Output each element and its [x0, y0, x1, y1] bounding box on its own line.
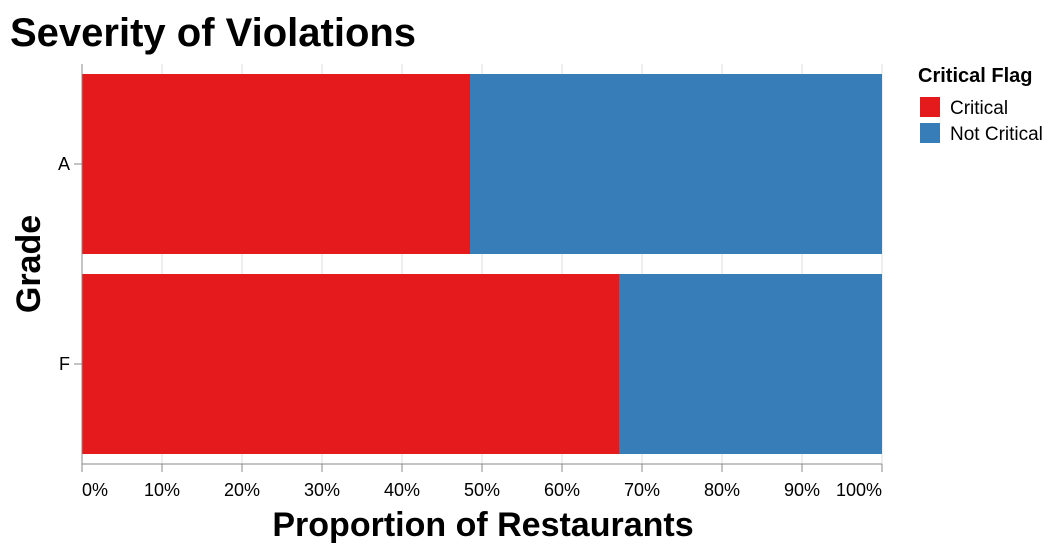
- legend-swatch-not-critical: [920, 123, 940, 143]
- x-tick-label: 40%: [384, 480, 420, 500]
- x-tick-label: 60%: [544, 480, 580, 500]
- x-tick-label: 100%: [836, 480, 882, 500]
- bars: [82, 74, 882, 454]
- x-axis-title: Proportion of Restaurants: [272, 506, 693, 544]
- legend-swatch-critical: [920, 97, 940, 117]
- x-tick-label: 90%: [784, 480, 820, 500]
- x-tick-label: 10%: [144, 480, 180, 500]
- x-tick-label: 50%: [464, 480, 500, 500]
- x-tick-label: 20%: [224, 480, 260, 500]
- legend-label-not-critical: Not Critical: [950, 124, 1043, 145]
- legend-label-critical: Critical: [950, 98, 1008, 119]
- x-tick-label: 80%: [704, 480, 740, 500]
- y-tick-label: F: [59, 354, 70, 374]
- y-tick-label: A: [58, 154, 70, 174]
- legend-title: Critical Flag: [918, 65, 1032, 87]
- legend: Critical Flag Critical Not Critical: [918, 65, 1043, 145]
- x-tick-label: 30%: [304, 480, 340, 500]
- axes: A F 0% 10% 20% 30% 40% 50% 60% 70% 80% 90% 100%: [58, 64, 883, 500]
- x-tick-label: 70%: [624, 480, 660, 500]
- x-tick-label: 0%: [82, 480, 108, 500]
- bar-a-not-critical: [470, 74, 882, 254]
- bar-f-critical: [82, 274, 620, 454]
- chart-title: Severity of Violations: [10, 11, 416, 55]
- bar-a-critical: [82, 74, 470, 254]
- y-axis-title: Grade: [10, 215, 48, 313]
- bar-f-not-critical: [619, 274, 882, 454]
